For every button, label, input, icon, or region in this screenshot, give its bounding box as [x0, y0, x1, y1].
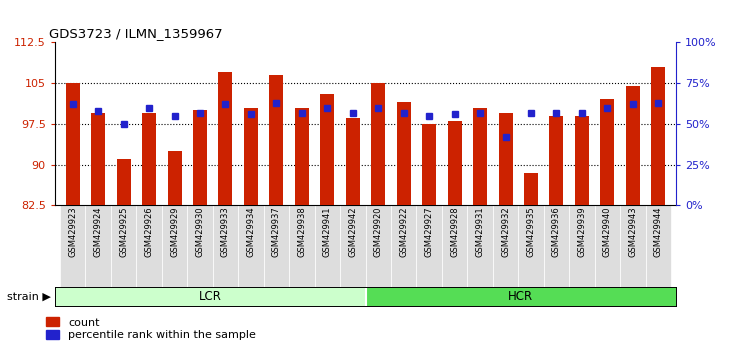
Bar [391, 205, 417, 290]
Bar [213, 205, 238, 290]
Bar [238, 205, 264, 290]
Bar [544, 205, 569, 290]
Bar [264, 205, 289, 290]
Bar [320, 94, 334, 205]
Bar [295, 108, 308, 205]
Bar [269, 75, 284, 205]
Bar [86, 205, 111, 290]
Bar [575, 116, 589, 205]
Text: GDS3723 / ILMN_1359967: GDS3723 / ILMN_1359967 [48, 27, 222, 40]
Bar [524, 173, 538, 205]
Bar [116, 159, 131, 205]
Bar [162, 205, 187, 290]
Bar [60, 205, 86, 290]
Bar [493, 205, 518, 290]
Legend: count, percentile rank within the sample: count, percentile rank within the sample [46, 317, 256, 340]
Bar [645, 205, 671, 290]
Bar [366, 287, 676, 306]
Bar [136, 205, 162, 290]
Bar [142, 113, 156, 205]
Bar [91, 113, 105, 205]
Bar [499, 113, 512, 205]
Bar [193, 110, 207, 205]
Bar [550, 116, 564, 205]
Bar [219, 72, 232, 205]
Text: LCR: LCR [199, 290, 221, 303]
Bar [289, 205, 314, 290]
Bar [66, 83, 80, 205]
Bar [447, 121, 462, 205]
Bar [366, 205, 391, 290]
Text: HCR: HCR [508, 290, 534, 303]
Bar [473, 108, 487, 205]
Bar [111, 205, 136, 290]
Bar [314, 205, 340, 290]
Bar [417, 205, 442, 290]
Bar [346, 119, 360, 205]
Bar [371, 83, 385, 205]
Bar [620, 205, 645, 290]
Bar [595, 205, 620, 290]
Text: strain ▶: strain ▶ [7, 291, 51, 302]
Bar [467, 205, 493, 290]
Bar [167, 151, 181, 205]
Bar [569, 205, 595, 290]
Bar [340, 205, 366, 290]
Bar [55, 287, 366, 306]
Bar [423, 124, 436, 205]
Bar [244, 108, 258, 205]
Bar [397, 102, 411, 205]
Bar [442, 205, 467, 290]
Bar [600, 99, 615, 205]
Bar [518, 205, 544, 290]
Bar [626, 86, 640, 205]
Bar [187, 205, 213, 290]
Bar [651, 67, 665, 205]
